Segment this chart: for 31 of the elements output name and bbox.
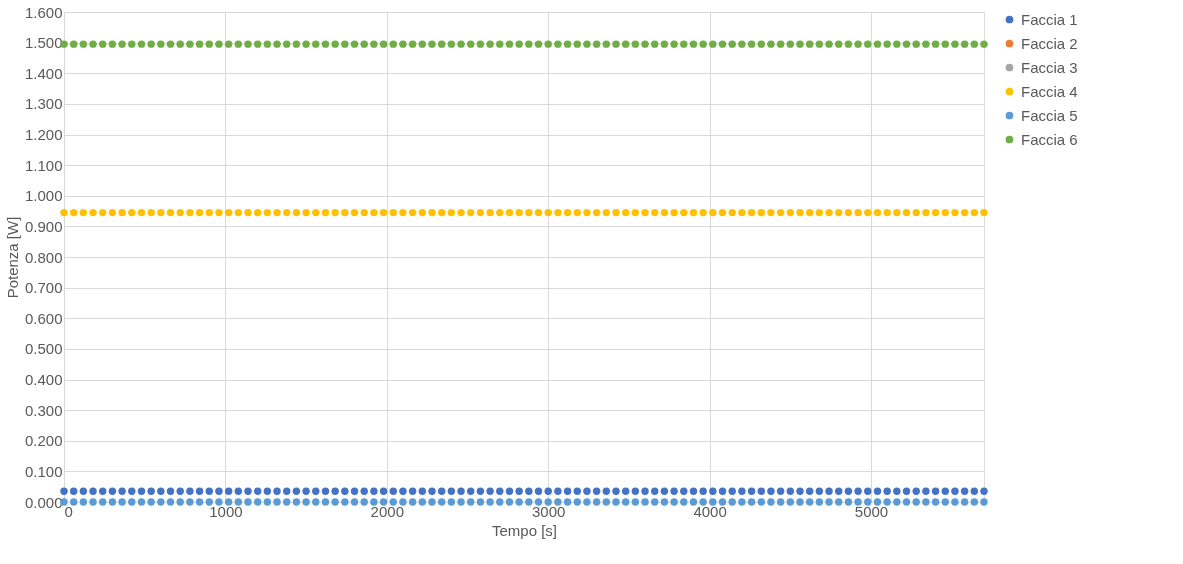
legend-label: Faccia 1 bbox=[1021, 10, 1078, 28]
y-tick-label: 1.000 bbox=[24, 187, 63, 205]
legend-label: Faccia 6 bbox=[1021, 130, 1078, 148]
x-tick-label: 0 bbox=[64, 502, 73, 520]
y-tick-label: 1.400 bbox=[24, 64, 63, 82]
x-tick-label: 5000 bbox=[854, 502, 889, 520]
x-tick-label: 1000 bbox=[209, 502, 243, 520]
y-tick-label: 0.100 bbox=[24, 462, 63, 480]
y-tick-label: 1.500 bbox=[24, 34, 63, 52]
y-tick-label: 0.200 bbox=[24, 432, 63, 450]
y-tick-label: 0.500 bbox=[24, 340, 63, 358]
y-tick-label: 0.600 bbox=[24, 309, 63, 327]
y-tick-label: 0.000 bbox=[24, 493, 63, 511]
y-tick-label: 0.700 bbox=[24, 279, 63, 297]
legend-label: Faccia 3 bbox=[1021, 58, 1078, 76]
y-tick-label: 0.900 bbox=[24, 217, 63, 235]
x-axis-title: Tempo [s] bbox=[491, 521, 558, 539]
x-tick-label: 3000 bbox=[532, 502, 566, 520]
legend-label: Faccia 4 bbox=[1021, 82, 1078, 100]
legend-label: Faccia 2 bbox=[1021, 34, 1078, 52]
y-tick-label: 1.600 bbox=[24, 3, 63, 21]
x-tick-label: 2000 bbox=[370, 502, 404, 520]
y-tick-label: 0.400 bbox=[24, 371, 63, 388]
y-tick-label: 0.300 bbox=[24, 401, 63, 419]
y-tick-label: 1.200 bbox=[24, 126, 63, 143]
y-tick-label: 1.300 bbox=[24, 95, 63, 113]
y-tick-label: 0.800 bbox=[24, 248, 63, 266]
legend-label: Faccia 5 bbox=[1021, 106, 1078, 124]
y-tick-label: 1.100 bbox=[24, 156, 63, 174]
x-tick-label: 4000 bbox=[693, 502, 727, 520]
y-axis-title: Potenza [W] bbox=[3, 216, 21, 299]
